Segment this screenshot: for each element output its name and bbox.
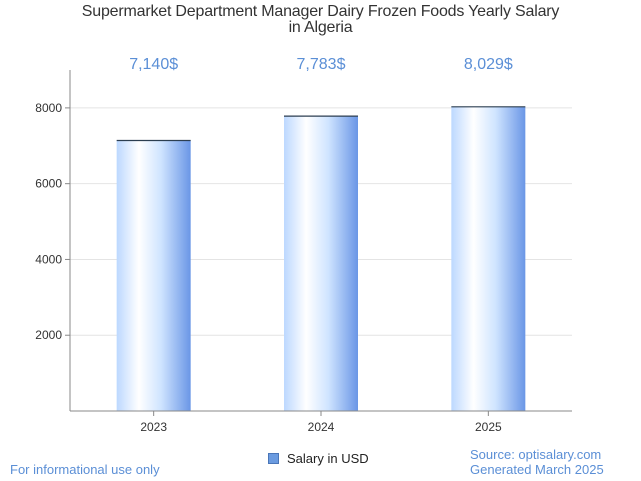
bars xyxy=(116,106,526,412)
legend-swatch xyxy=(268,453,279,464)
generated-text: Generated March 2025 xyxy=(470,462,604,477)
value-label-2023: 7,140$ xyxy=(129,56,178,73)
labels: 2000 4000 6000 8000 7,140$ 2023 7,783$ 2024 8,02… xyxy=(35,56,513,434)
y-tick-label: 4000 xyxy=(35,252,62,266)
value-label-2024: 7,783$ xyxy=(297,56,346,73)
x-tick-label: 2023 xyxy=(140,420,167,434)
legend-label: Salary in USD xyxy=(287,451,369,466)
source-text: Source: optisalary.com xyxy=(470,447,602,462)
disclaimer-text: For informational use only xyxy=(10,462,160,477)
bar-2025[interactable] xyxy=(451,106,526,412)
x-tick-label: 2025 xyxy=(475,420,502,434)
legend[interactable]: Salary in USD xyxy=(268,451,369,466)
bar-2023[interactable] xyxy=(116,140,191,411)
chart-title-line-1: Supermarket Department Manager Dairy Fro… xyxy=(81,3,560,20)
chart-title-line-2: in Algeria xyxy=(288,19,353,36)
y-tick-label: 8000 xyxy=(35,101,62,115)
y-tick-label: 6000 xyxy=(35,177,62,191)
axes xyxy=(65,70,572,416)
y-tick-label: 2000 xyxy=(35,328,62,342)
x-tick-label: 2024 xyxy=(308,420,335,434)
value-label-2025: 8,029$ xyxy=(464,56,513,73)
bar-2024[interactable] xyxy=(284,116,358,411)
